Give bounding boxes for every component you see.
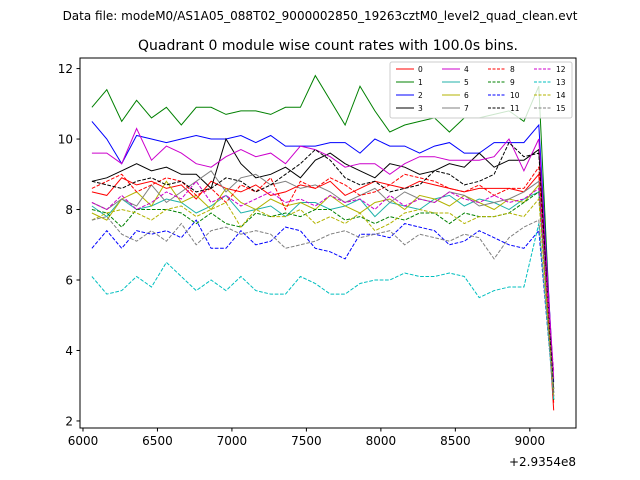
series-line-12 [91, 180, 555, 372]
x-tick-label: 7000 [217, 434, 248, 448]
y-tick-label: 4 [65, 344, 73, 358]
series-line-0 [91, 173, 555, 411]
series-line-11 [91, 141, 555, 393]
series-line-10 [91, 219, 555, 397]
x-offset-label: +2.9354e8 [509, 455, 576, 469]
series-line-13 [91, 223, 555, 400]
legend-label: 10 [510, 91, 520, 100]
y-tick-label: 8 [65, 203, 73, 217]
legend-label: 6 [464, 91, 469, 100]
legend-label: 7 [464, 104, 469, 113]
figure-suptitle: Data file: modeM0/AS1A05_088T02_90000028… [63, 9, 578, 23]
series-line-6 [91, 180, 555, 397]
x-axis: 6000 6500 7000 7500 8000 8500 9000 [68, 428, 545, 448]
y-axis: 2 4 6 8 10 12 [58, 62, 80, 428]
plot-lines [91, 74, 555, 411]
axes-border [79, 57, 577, 429]
legend-label: 13 [556, 78, 566, 87]
x-tick-label: 8000 [366, 434, 397, 448]
legend-label: 8 [510, 65, 515, 74]
series-line-3 [91, 137, 555, 390]
legend-label: 5 [464, 78, 469, 87]
legend-label: 9 [510, 78, 515, 87]
x-tick-label: 7500 [291, 434, 322, 448]
series-line-7 [91, 170, 555, 390]
series-line-2 [91, 121, 555, 383]
legend-label: 0 [418, 65, 423, 74]
legend-label: 14 [556, 91, 566, 100]
y-tick-label: 12 [58, 62, 73, 76]
legend-box [389, 61, 573, 119]
series-line-5 [91, 191, 555, 393]
y-tick-label: 2 [65, 414, 73, 428]
x-tick-label: 6000 [68, 434, 99, 448]
chart-title: Quadrant 0 module wise count rates with … [138, 38, 518, 54]
x-tick-label: 6500 [142, 434, 173, 448]
legend-label: 12 [556, 65, 566, 74]
series-line-15 [91, 216, 555, 397]
y-tick-label: 6 [65, 274, 73, 288]
y-tick-label: 10 [58, 133, 73, 147]
series-line-9 [91, 190, 555, 400]
x-tick-label: 9000 [515, 434, 546, 448]
series-line-8 [91, 165, 555, 404]
legend-label: 1 [418, 78, 423, 87]
x-tick-label: 8500 [440, 434, 471, 448]
legend-label: 4 [464, 65, 469, 74]
series-line-14 [91, 197, 555, 397]
legend-label: 15 [556, 104, 566, 113]
legend-label: 2 [418, 91, 423, 100]
legend-label: 3 [418, 104, 423, 113]
legend-label: 11 [510, 104, 520, 113]
axes-frame [79, 57, 577, 429]
series-line-4 [91, 127, 555, 379]
